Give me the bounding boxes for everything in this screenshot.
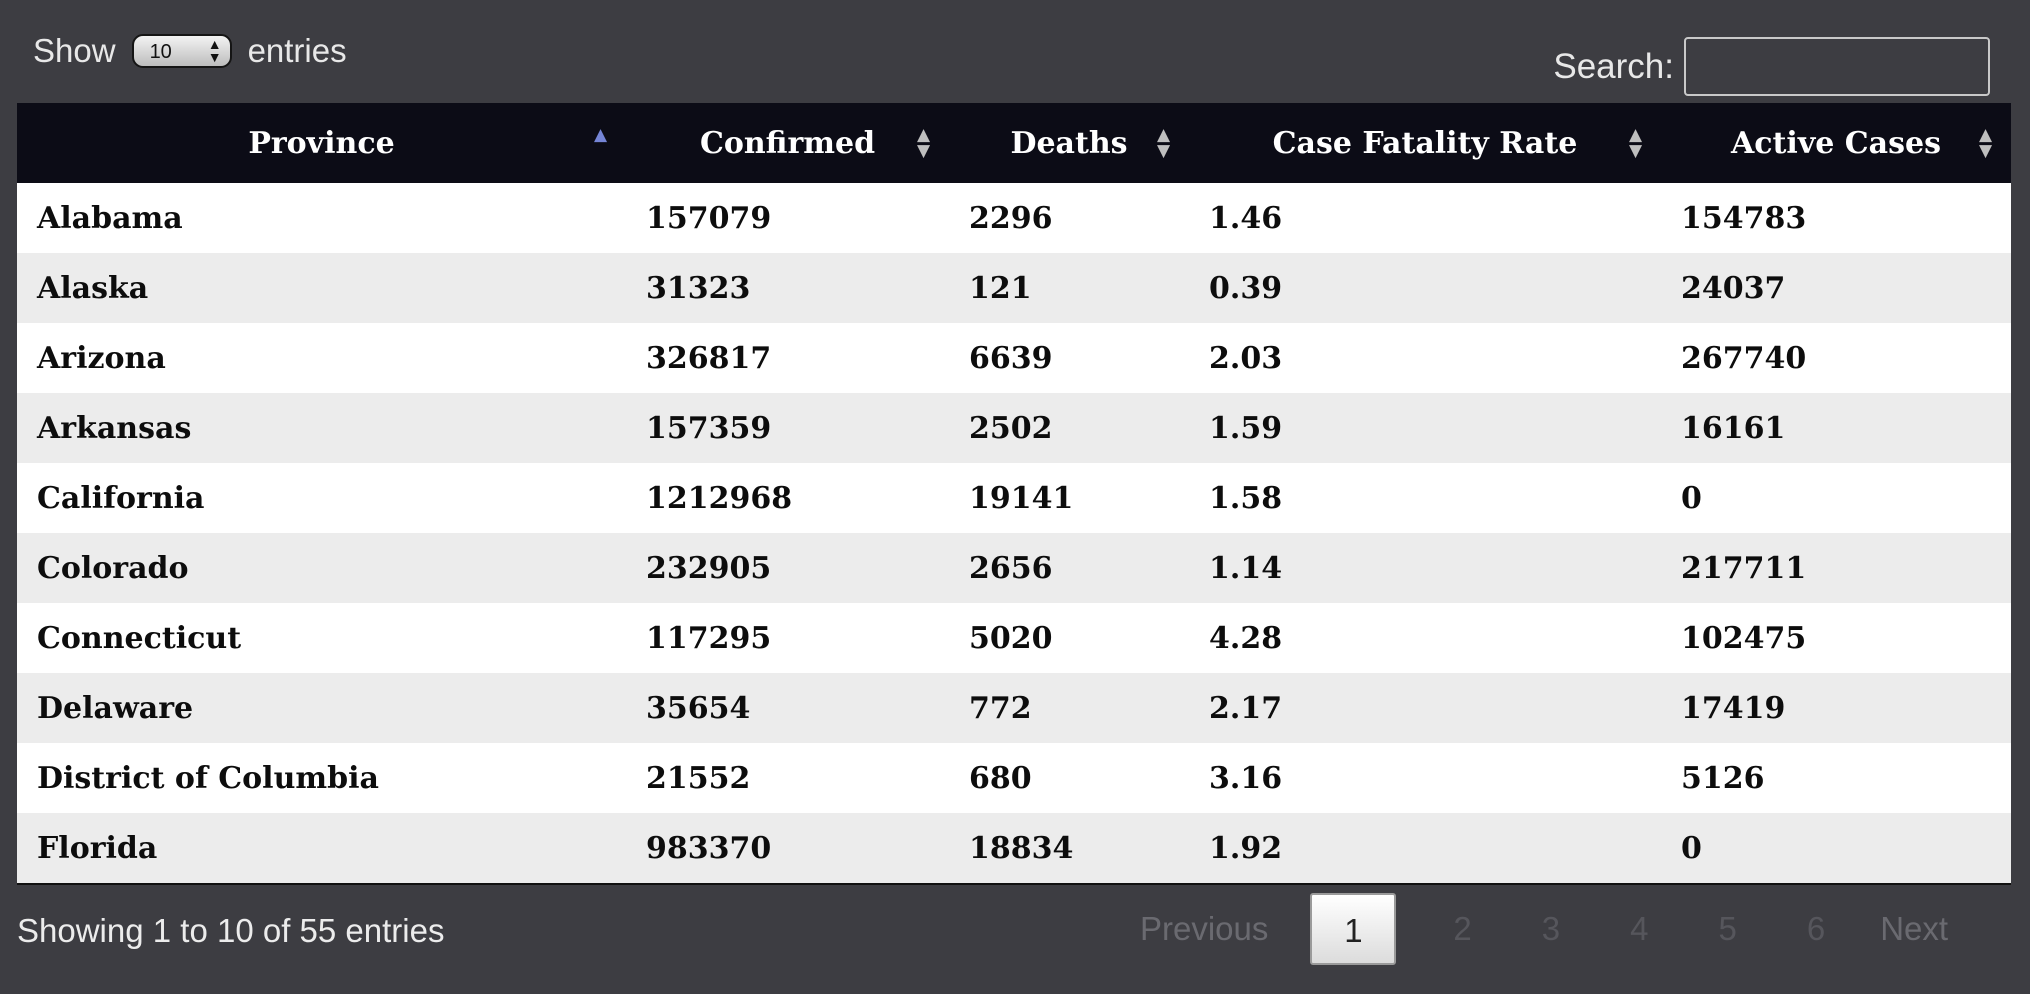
table-row: California 1212968 19141 1.58 0 [17, 463, 2011, 533]
search-input[interactable] [1684, 37, 1990, 96]
cell-deaths: 121 [949, 253, 1189, 323]
search-filter: Search: [1553, 37, 1990, 96]
pagination: Previous 1 2 3 4 5 6 Next [1120, 893, 1968, 965]
cell-confirmed: 232905 [626, 533, 949, 603]
cell-confirmed: 117295 [626, 603, 949, 673]
column-header-deaths[interactable]: Deaths ▲ ▼ [949, 103, 1189, 183]
table-body: Alabama 157079 2296 1.46 154783 Alaska 3… [17, 183, 2011, 884]
page-button-2[interactable]: 2 [1453, 910, 1472, 947]
cell-case-fatality-rate: 1.58 [1189, 463, 1661, 533]
select-arrows-icon: ▲ ▼ [207, 36, 222, 65]
page-button-1[interactable]: 1 [1310, 893, 1397, 965]
cell-confirmed: 21552 [626, 743, 949, 813]
cell-confirmed: 983370 [626, 813, 949, 884]
cell-case-fatality-rate: 1.46 [1189, 183, 1661, 253]
table-row: Arkansas 157359 2502 1.59 16161 [17, 393, 2011, 463]
sort-both-icon: ▲ ▼ [1629, 125, 1643, 161]
cell-confirmed: 1212968 [626, 463, 949, 533]
column-header-confirmed[interactable]: Confirmed ▲ ▼ [626, 103, 949, 183]
page-button-4[interactable]: 4 [1630, 910, 1649, 947]
cell-confirmed: 157079 [626, 183, 949, 253]
cell-active-cases: 5126 [1661, 743, 2011, 813]
page-length-control: Show 10 ▲ ▼ entries [33, 32, 347, 70]
cell-deaths: 18834 [949, 813, 1189, 884]
cell-active-cases: 217711 [1661, 533, 2011, 603]
cell-deaths: 2296 [949, 183, 1189, 253]
cell-confirmed: 31323 [626, 253, 949, 323]
sort-ascending-icon: ▲ [594, 125, 608, 145]
page-length-value: 10 [149, 41, 172, 63]
table-row: District of Columbia 21552 680 3.16 5126 [17, 743, 2011, 813]
cell-case-fatality-rate: 4.28 [1189, 603, 1661, 673]
column-header-province[interactable]: Province ▲ [17, 103, 626, 183]
cell-case-fatality-rate: 1.59 [1189, 393, 1661, 463]
cell-case-fatality-rate: 1.14 [1189, 533, 1661, 603]
table-row: Alaska 31323 121 0.39 24037 [17, 253, 2011, 323]
previous-button[interactable]: Previous [1140, 910, 1269, 947]
cell-case-fatality-rate: 1.92 [1189, 813, 1661, 884]
cell-active-cases: 267740 [1661, 323, 2011, 393]
cell-deaths: 19141 [949, 463, 1189, 533]
page-button-3[interactable]: 3 [1541, 910, 1561, 947]
cell-confirmed: 35654 [626, 673, 949, 743]
cell-case-fatality-rate: 3.16 [1189, 743, 1661, 813]
table-row: Arizona 326817 6639 2.03 267740 [17, 323, 2011, 393]
cell-active-cases: 102475 [1661, 603, 2011, 673]
data-table: Province ▲ Confirmed ▲ ▼ Deaths ▲ ▼ Case F… [17, 103, 2011, 885]
cell-deaths: 2656 [949, 533, 1189, 603]
cell-province: Arkansas [17, 393, 626, 463]
cell-province: Alaska [17, 253, 626, 323]
cell-confirmed: 157359 [626, 393, 949, 463]
cell-province: Connecticut [17, 603, 626, 673]
cell-active-cases: 0 [1661, 813, 2011, 884]
sort-both-icon: ▲ ▼ [1979, 125, 1993, 161]
cell-province: District of Columbia [17, 743, 626, 813]
column-header-case-fatality-rate[interactable]: Case Fatality Rate ▲ ▼ [1189, 103, 1661, 183]
cell-active-cases: 24037 [1661, 253, 2011, 323]
sort-both-icon: ▲ ▼ [917, 125, 931, 161]
cell-province: Florida [17, 813, 626, 884]
cell-deaths: 680 [949, 743, 1189, 813]
cell-province: California [17, 463, 626, 533]
cell-deaths: 6639 [949, 323, 1189, 393]
next-button[interactable]: Next [1880, 910, 1949, 947]
cell-confirmed: 326817 [626, 323, 949, 393]
cell-case-fatality-rate: 0.39 [1189, 253, 1661, 323]
table-row: Colorado 232905 2656 1.14 217711 [17, 533, 2011, 603]
table-row: Florida 983370 18834 1.92 0 [17, 813, 2011, 884]
cell-deaths: 772 [949, 673, 1189, 743]
cell-active-cases: 0 [1661, 463, 2011, 533]
table-row: Delaware 35654 772 2.17 17419 [17, 673, 2011, 743]
cell-province: Alabama [17, 183, 626, 253]
column-header-active-cases[interactable]: Active Cases ▲ ▼ [1661, 103, 2011, 183]
sort-both-icon: ▲ ▼ [1157, 125, 1171, 161]
cell-deaths: 5020 [949, 603, 1189, 673]
cell-active-cases: 17419 [1661, 673, 2011, 743]
cell-case-fatality-rate: 2.03 [1189, 323, 1661, 393]
cell-deaths: 2502 [949, 393, 1189, 463]
cell-province: Colorado [17, 533, 626, 603]
search-label: Search: [1553, 46, 1674, 86]
cell-province: Arizona [17, 323, 626, 393]
show-label: Show [33, 32, 116, 69]
table-info: Showing 1 to 10 of 55 entries [17, 912, 445, 949]
cell-active-cases: 16161 [1661, 393, 2011, 463]
cell-province: Delaware [17, 673, 626, 743]
cell-active-cases: 154783 [1661, 183, 2011, 253]
table-row: Alabama 157079 2296 1.46 154783 [17, 183, 2011, 253]
page-button-6[interactable]: 6 [1806, 910, 1826, 947]
table-header-row: Province ▲ Confirmed ▲ ▼ Deaths ▲ ▼ Case F… [17, 103, 2011, 183]
cell-case-fatality-rate: 2.17 [1189, 673, 1661, 743]
page-button-5[interactable]: 5 [1718, 910, 1737, 947]
page-length-select[interactable]: 10 ▲ ▼ [131, 34, 232, 68]
entries-label: entries [247, 32, 347, 69]
table-row: Connecticut 117295 5020 4.28 102475 [17, 603, 2011, 673]
